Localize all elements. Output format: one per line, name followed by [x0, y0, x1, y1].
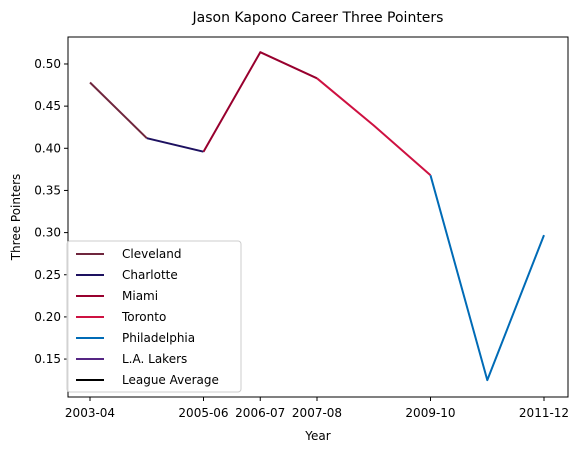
legend-label: Toronto — [121, 310, 166, 324]
y-tick-label: 0.15 — [34, 352, 61, 366]
x-tick-label: 2009-10 — [405, 406, 455, 420]
y-tick-label: 0.40 — [34, 141, 61, 155]
legend: Cleveland Charlotte Miami Toronto Philadelph… — [66, 240, 242, 393]
series-line-3 — [316, 77, 432, 177]
legend-label: L.A. Lakers — [122, 352, 187, 366]
series-line-2 — [202, 51, 318, 153]
series-line-4 — [429, 175, 545, 382]
series-line-1 — [146, 137, 204, 153]
legend-label: League Average — [122, 373, 219, 387]
x-tick-label: 2006-07 — [235, 406, 285, 420]
y-axis-ticks: 0.15 0.20 0.25 0.30 0.35 0.40 0.45 0.50 — [34, 57, 68, 366]
series-line-0 — [89, 81, 148, 139]
y-tick-label: 0.45 — [34, 99, 61, 113]
x-axis-ticks: 2003-04 2005-06 2006-07 2007-08 2009-10 2011-… — [65, 397, 569, 420]
y-tick-label: 0.50 — [34, 57, 61, 71]
legend-box — [66, 240, 242, 393]
x-tick-label: 2005-06 — [178, 406, 228, 420]
legend-label: Miami — [122, 289, 158, 303]
legend-label: Cleveland — [122, 247, 182, 261]
y-tick-label: 0.20 — [34, 310, 61, 324]
axes-frame — [67, 36, 569, 398]
y-tick-label: 0.25 — [34, 268, 61, 282]
legend-label: Charlotte — [122, 268, 178, 282]
series-lines — [89, 51, 545, 382]
legend-label: Philadelphia — [122, 331, 195, 345]
y-axis-label: Three Pointers — [9, 174, 23, 262]
x-tick-label: 2007-08 — [292, 406, 342, 420]
x-tick-label: 2003-04 — [65, 406, 115, 420]
x-tick-label: 2011-12 — [519, 406, 569, 420]
y-tick-label: 0.35 — [34, 183, 61, 197]
y-tick-label: 0.30 — [34, 226, 61, 240]
chart-title: Jason Kapono Career Three Pointers — [192, 10, 444, 26]
x-axis-label: Year — [304, 429, 330, 443]
